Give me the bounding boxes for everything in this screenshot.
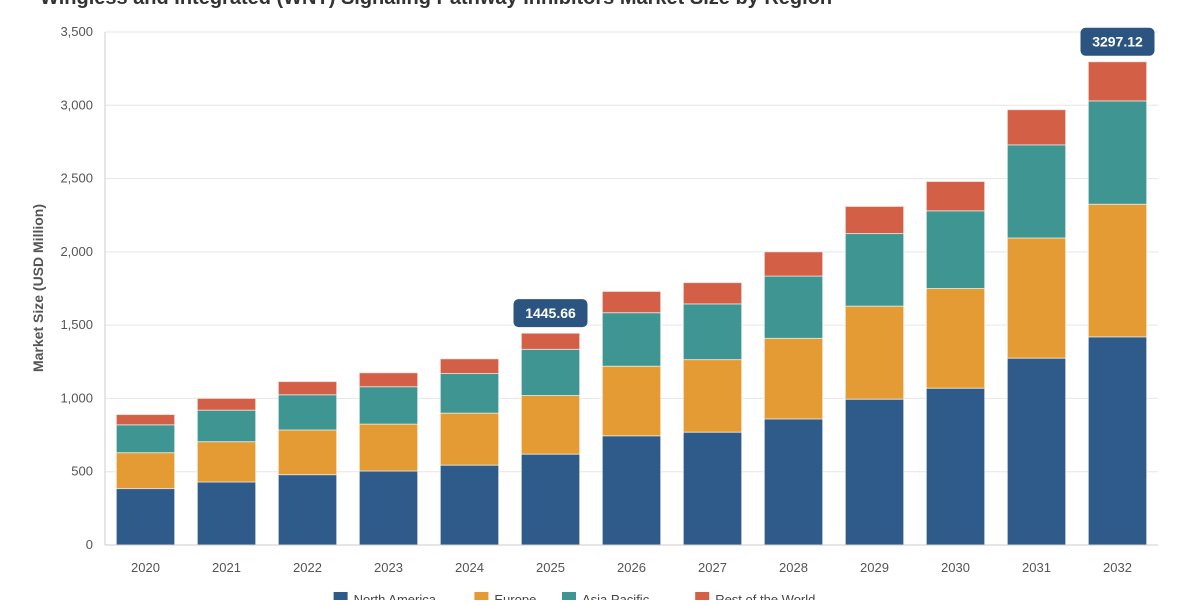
- bar-2029-asia-pacific: [844, 233, 905, 307]
- legend-swatch-rest-of-the-world: [695, 592, 710, 605]
- legend-label-europe: Europe: [494, 592, 536, 600]
- bar-2023-north-america: [358, 470, 419, 546]
- bar-2023-europe: [358, 423, 419, 472]
- x-tick-label-2022: 2022: [293, 560, 322, 575]
- y-axis-label: Market Size (USD Million): [30, 204, 46, 372]
- bar-2028-north-america: [763, 418, 824, 546]
- x-tick-label-2029: 2029: [860, 560, 889, 575]
- axes: 0 500 1,000 1,500 2,000 2,500 3,000 3,500 2020 20…: [60, 24, 1158, 575]
- bar-2020-north-america: [115, 488, 176, 546]
- bar-2024-rest-of-the-world: [439, 358, 500, 375]
- bar-2023-asia-pacific: [358, 386, 419, 425]
- bar-2030-rest-of-the-world: [925, 181, 986, 212]
- bar-2030-north-america: [925, 387, 986, 546]
- y-tick-label-3500: 3,500: [60, 24, 93, 39]
- legend: North America Europe Asia Pacific Rest of t…: [333, 592, 815, 605]
- bar-2021-north-america: [196, 481, 257, 546]
- x-tick-label-2025: 2025: [536, 560, 565, 575]
- x-tick-label-2021: 2021: [212, 560, 241, 575]
- y-tick-label-2000: 2,000: [60, 244, 93, 259]
- bar-2031-rest-of-the-world: [1006, 109, 1067, 146]
- x-tick-label-2028: 2028: [779, 560, 808, 575]
- bar-2030-europe: [925, 288, 986, 389]
- y-tick-label-1000: 1,000: [60, 390, 93, 405]
- legend-item-asia-pacific[interactable]: Asia Pacific: [562, 592, 650, 605]
- bar-2026-asia-pacific: [601, 312, 662, 367]
- bar-2021-asia-pacific: [196, 409, 257, 443]
- x-tick-label-2026: 2026: [617, 560, 646, 575]
- callout-box-2025: [513, 299, 588, 328]
- y-tick-label-1500: 1,500: [60, 317, 93, 332]
- bar-2020-asia-pacific: [115, 424, 176, 454]
- bar-2027-north-america: [682, 431, 743, 546]
- legend-swatch-europe: [474, 592, 489, 605]
- annotations: 1445.66 3297.12: [513, 27, 1155, 328]
- callout-box-2032: [1080, 27, 1155, 56]
- bar-2024-north-america: [439, 464, 500, 546]
- bar-2030-asia-pacific: [925, 210, 986, 289]
- x-tick-label-2020: 2020: [131, 560, 160, 575]
- y-tick-label-2500: 2,500: [60, 171, 93, 186]
- legend-swatch-asia-pacific: [562, 592, 576, 605]
- y-tick-label-500: 500: [71, 464, 93, 479]
- callout-2032: 3297.12: [1080, 27, 1155, 56]
- bar-2025-rest-of-the-world: [520, 332, 581, 350]
- bar-2021-europe: [196, 441, 257, 483]
- bar-2026-rest-of-the-world: [601, 290, 662, 314]
- callout-2025: 1445.66: [513, 299, 588, 328]
- bar-2029-rest-of-the-world: [844, 205, 905, 235]
- bar-2022-asia-pacific: [277, 394, 338, 431]
- x-tick-label-2023: 2023: [374, 560, 403, 575]
- bar-2027-europe: [682, 359, 743, 433]
- bar-2032-europe: [1087, 203, 1148, 338]
- x-tick-label-2032: 2032: [1103, 560, 1132, 575]
- bar-2031-north-america: [1006, 357, 1067, 546]
- bar-2024-asia-pacific: [439, 373, 500, 414]
- legend-label-rest-of-the-world: Rest of the World: [715, 592, 815, 600]
- y-tick-label-0: 0: [86, 537, 93, 552]
- bar-2029-north-america: [844, 398, 905, 546]
- bar-2020-rest-of-the-world: [115, 414, 176, 426]
- x-tick-label-2024: 2024: [455, 560, 484, 575]
- bar-2026-europe: [601, 365, 662, 437]
- bar-2026-north-america: [601, 435, 662, 546]
- x-tick-label-2027: 2027: [698, 560, 727, 575]
- bar-2029-europe: [844, 305, 905, 400]
- bar-2022-europe: [277, 429, 338, 476]
- callout-label-2032: 3297.12: [1092, 34, 1143, 50]
- bar-2021-rest-of-the-world: [196, 397, 257, 411]
- legend-label-north-america: North America: [354, 592, 437, 600]
- bar-2027-rest-of-the-world: [682, 282, 743, 305]
- bar-2025-north-america: [520, 453, 581, 546]
- bar-2022-north-america: [277, 474, 338, 546]
- bar-2020-europe: [115, 452, 176, 490]
- callout-label-2025: 1445.66: [525, 305, 576, 321]
- legend-item-rest-of-the-world[interactable]: Rest of the World: [695, 592, 815, 605]
- bar-2032-rest-of-the-world: [1087, 61, 1148, 102]
- bar-2028-europe: [763, 337, 824, 420]
- bar-2031-asia-pacific: [1006, 144, 1067, 239]
- chart-title: Wingless and Integrated (WNT) Signaling …: [40, 0, 832, 9]
- bar-2025-asia-pacific: [520, 348, 581, 396]
- bar-2031-europe: [1006, 237, 1067, 359]
- legend-item-north-america[interactable]: North America: [333, 592, 437, 605]
- bar-2032-asia-pacific: [1087, 100, 1148, 205]
- x-tick-label-2031: 2031: [1022, 560, 1051, 575]
- legend-item-europe[interactable]: Europe: [474, 592, 536, 605]
- legend-swatch-north-america: [333, 592, 348, 605]
- bar-2027-asia-pacific: [682, 303, 743, 361]
- bar-2023-rest-of-the-world: [358, 372, 419, 388]
- x-tick-label-2030: 2030: [941, 560, 970, 575]
- y-tick-label-3000: 3,000: [60, 97, 93, 112]
- bar-2032-north-america: [1087, 336, 1148, 546]
- bar-2025-europe: [520, 394, 581, 455]
- bar-2028-rest-of-the-world: [763, 251, 824, 277]
- bar-2022-rest-of-the-world: [277, 381, 338, 396]
- bar-2028-asia-pacific: [763, 275, 824, 339]
- bars: [115, 61, 1148, 546]
- legend-label-asia-pacific: Asia Pacific: [582, 592, 650, 600]
- bar-2024-europe: [439, 412, 500, 466]
